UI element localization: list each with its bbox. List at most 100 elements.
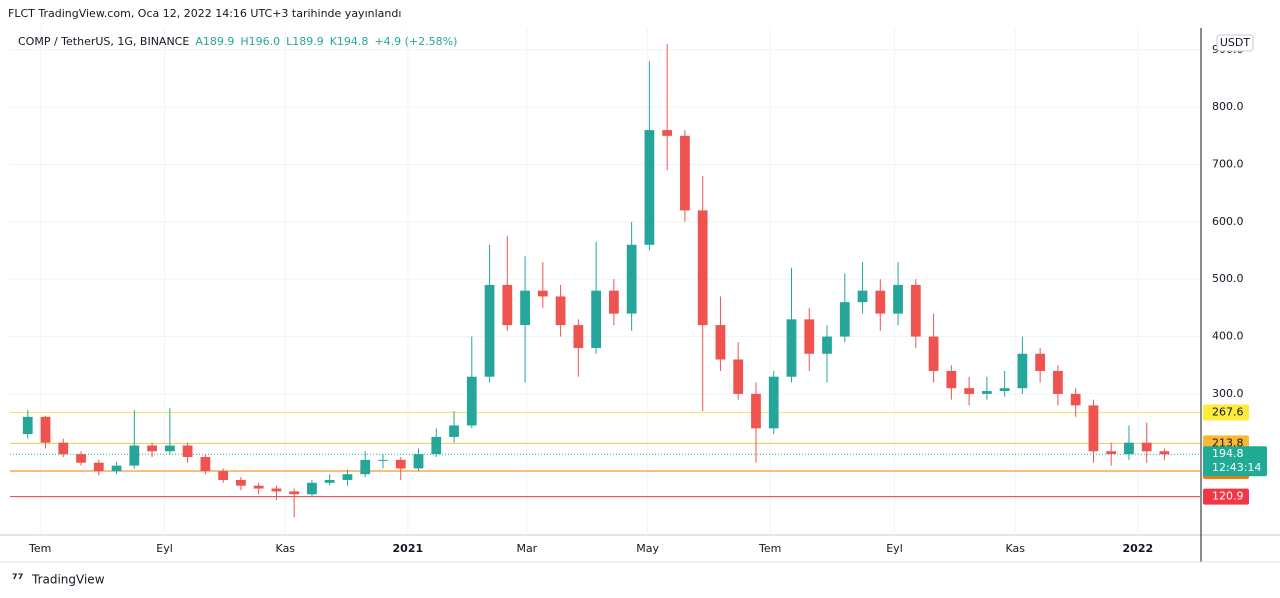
candle-body <box>999 388 1010 392</box>
y-tick-label: 400.0 <box>1212 330 1244 343</box>
candle-body <box>573 325 584 349</box>
x-tick-label: Tem <box>758 542 781 555</box>
candle-body <box>200 457 211 472</box>
candle-body <box>981 391 992 394</box>
candle-body <box>58 442 69 455</box>
candle-body <box>147 445 157 452</box>
level-label: 267.6 <box>1212 405 1244 418</box>
candle-body <box>857 290 868 303</box>
candle-body <box>626 244 637 314</box>
candle-body <box>22 416 33 435</box>
x-tick-label: Kas <box>1006 542 1026 555</box>
candle-body <box>875 290 886 314</box>
x-tick-label: 2021 <box>393 542 424 555</box>
y-tick-label: 700.0 <box>1212 158 1244 171</box>
candle-body <box>1106 451 1117 455</box>
candle-body <box>93 462 104 472</box>
candle-body <box>342 474 353 480</box>
candle-body <box>129 445 140 466</box>
header: FLCT TradingView.com, Oca 12, 2022 14:16… <box>8 7 401 20</box>
x-tick-label: Kas <box>276 542 296 555</box>
candle-body <box>1124 442 1134 455</box>
candle-body <box>76 454 86 463</box>
candle-body <box>555 296 566 326</box>
y-tick-label: 300.0 <box>1212 387 1244 400</box>
candle-body <box>804 319 815 354</box>
candle-body <box>1035 353 1046 371</box>
candle-body <box>662 130 673 136</box>
candle-body <box>395 459 406 469</box>
candle-body <box>484 284 495 377</box>
y-tick-label: 600.0 <box>1212 215 1244 228</box>
candle-body <box>111 465 122 472</box>
legend-value: K194.8 <box>330 35 369 48</box>
candle-body <box>253 485 264 489</box>
candle-body <box>1088 405 1099 452</box>
candle-body <box>946 370 957 389</box>
countdown: 12:43:14 <box>1212 461 1261 474</box>
candle-body <box>502 284 513 326</box>
candle-body <box>182 445 193 457</box>
candle-body <box>733 359 744 394</box>
footer: TradingView <box>31 573 105 587</box>
x-tick-label: 2022 <box>1123 542 1154 555</box>
candle-body <box>360 459 371 475</box>
candle-body <box>608 290 619 314</box>
x-tick-label: Mar <box>516 542 537 555</box>
candle-body <box>271 488 282 492</box>
currency-box <box>1216 34 1254 52</box>
x-tick-label: Eyl <box>156 542 173 555</box>
last-price-label: 194.8 <box>1212 447 1244 460</box>
candle-body <box>751 393 761 429</box>
x-tick-label: May <box>636 542 659 555</box>
currency: USDT <box>1220 36 1251 49</box>
candle-body <box>431 436 442 455</box>
candle-body <box>964 388 974 394</box>
candle-body <box>164 445 175 452</box>
candle-body <box>378 459 388 461</box>
candle-body <box>786 319 797 377</box>
candle-body <box>715 325 726 360</box>
candle-body <box>324 479 335 483</box>
candle-body <box>768 376 779 429</box>
candle-body <box>218 471 229 480</box>
candle-body <box>1017 353 1028 389</box>
symbol: COMP / TetherUS, 1G, BINANCE <box>18 35 189 48</box>
level-box <box>1203 488 1249 505</box>
candle-body <box>928 336 939 371</box>
candle-body <box>289 491 300 495</box>
candle-body <box>697 210 708 326</box>
candle-body <box>413 454 424 469</box>
candle-body <box>1159 451 1170 455</box>
candle-body <box>449 425 459 437</box>
x-tick-label: Tem <box>28 542 51 555</box>
last-price-box <box>1203 446 1267 477</box>
candle-body <box>40 416 51 443</box>
candle-body <box>680 135 690 211</box>
candle-body <box>466 376 477 426</box>
candle-body <box>307 482 317 495</box>
candle-body <box>1070 393 1081 406</box>
candle-body <box>1053 370 1063 394</box>
candle-body <box>591 290 602 349</box>
level-box <box>1203 404 1249 421</box>
legend-value: +4.9 (+2.58%) <box>374 35 457 48</box>
legend-value: H196.0 <box>240 35 280 48</box>
logo: ⁷⁷ <box>12 573 23 588</box>
candle-body <box>236 479 246 486</box>
legend-value: A189.9 <box>195 35 234 48</box>
candle-body <box>822 336 832 354</box>
level-label: 213.8 <box>1212 436 1244 449</box>
legend-value: L189.9 <box>286 35 324 48</box>
candle-body <box>537 290 548 297</box>
candle-body <box>839 302 850 337</box>
candle-body <box>1141 442 1152 452</box>
level-label: 120.9 <box>1212 490 1244 503</box>
x-tick-label: Eyl <box>886 542 903 555</box>
candle-body <box>910 284 921 337</box>
y-tick-label: 500.0 <box>1212 272 1244 285</box>
candle-body <box>644 130 655 245</box>
candle-body <box>520 290 530 326</box>
y-tick-label: 800.0 <box>1212 100 1244 113</box>
